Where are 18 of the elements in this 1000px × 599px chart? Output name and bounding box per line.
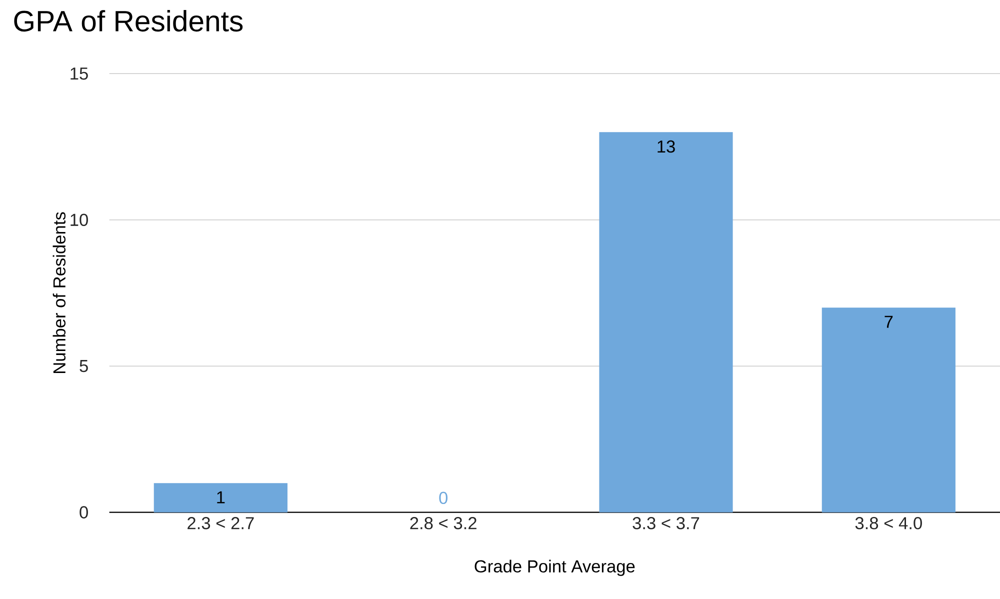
chart-title: GPA of Residents [14, 10, 243, 32]
x-tick-label: 2.3 < 2.7 [188, 517, 254, 530]
data-label: 0 [439, 492, 448, 504]
data-label: 1 [217, 491, 225, 504]
y-axis-title: Number of Residents [52, 212, 66, 373]
bar [154, 483, 288, 512]
x-tick-label: 2.8 < 3.2 [410, 517, 476, 530]
y-tick-label: 15 [70, 68, 88, 80]
y-tick-label: 0 [80, 506, 88, 518]
y-tick-label: 10 [70, 214, 88, 226]
data-label: 7 [884, 316, 893, 328]
bar [822, 308, 956, 512]
y-tick-label: 5 [80, 360, 88, 372]
data-label: 13 [658, 140, 675, 153]
x-tick-label: 3.8 < 4.0 [855, 517, 922, 530]
x-tick-label: 3.3 < 3.7 [632, 517, 700, 530]
bar [599, 132, 733, 512]
x-axis-title: Grade Point Average [474, 560, 635, 576]
